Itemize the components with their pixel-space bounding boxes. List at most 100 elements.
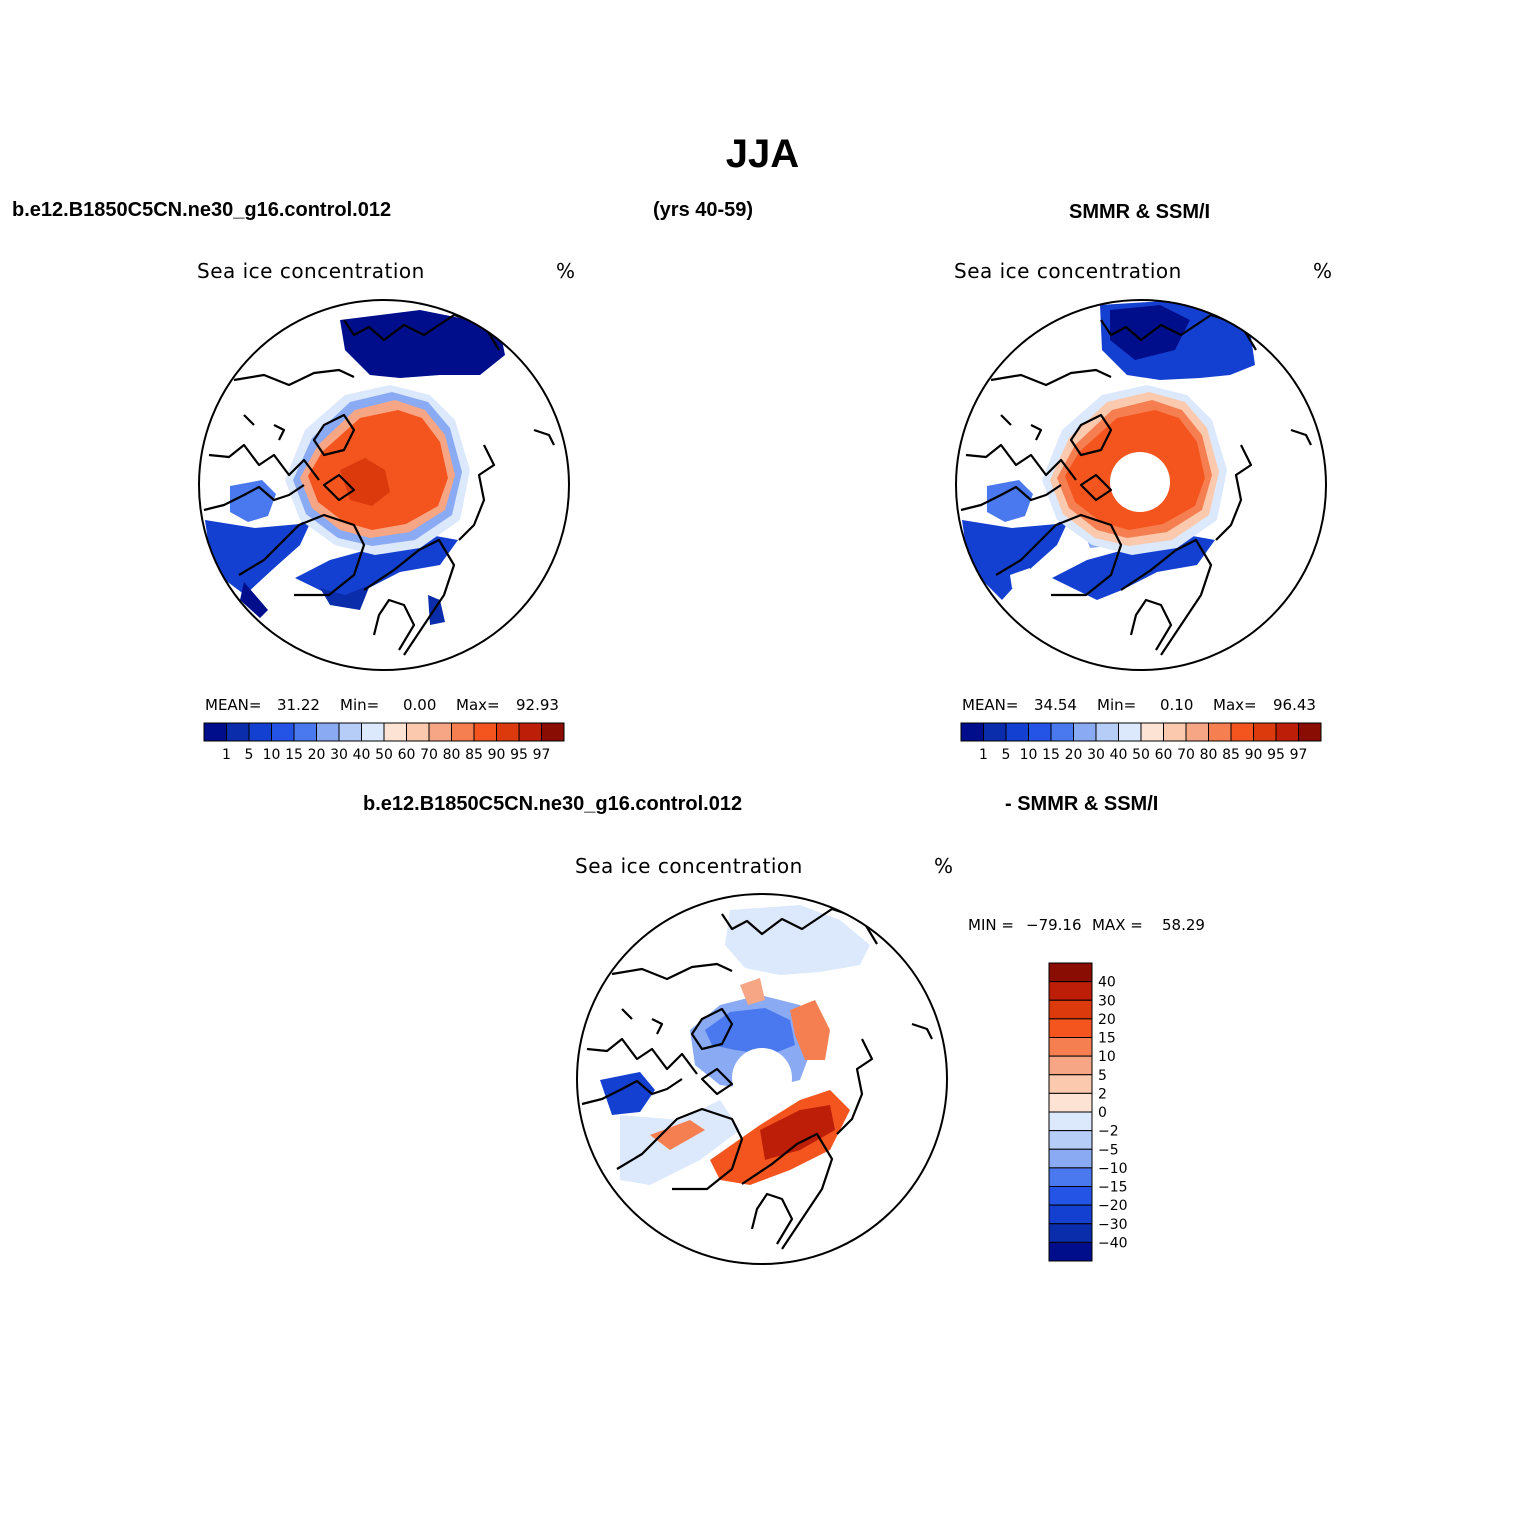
panel2-colorbar-tick-label: 80 bbox=[1200, 747, 1218, 763]
panel3-colorbar-swatch bbox=[1048, 1037, 1093, 1057]
panel2-colorbar-swatch bbox=[1185, 722, 1209, 742]
panel3-colorbar-swatch bbox=[1048, 1167, 1093, 1187]
panel1-min-value: 0.00 bbox=[403, 696, 437, 714]
panel2-colorbar-tick-label: 50 bbox=[1132, 747, 1150, 763]
panel1-colorbar-swatch bbox=[496, 722, 520, 742]
panel2-colorbar-swatch bbox=[1118, 722, 1142, 742]
panel3-colorbar-tick-label: −30 bbox=[1098, 1217, 1128, 1233]
panel1-colorbar-swatch bbox=[226, 722, 250, 742]
panel3-colorbar-tick-label: −20 bbox=[1098, 1198, 1128, 1214]
panel2-colorbar-swatch bbox=[1253, 722, 1277, 742]
panel2-colorbar: 1 5 10 15 20 30 40 50 60 70 80 85 90 95 97 bbox=[960, 722, 1322, 763]
panel2-colorbar-swatch bbox=[1050, 722, 1074, 742]
panel1-units: % bbox=[556, 259, 576, 283]
panel1-max-label: Max= bbox=[456, 696, 500, 714]
panel1-colorbar-swatch bbox=[541, 722, 565, 742]
panel1-colorbar-tick-label: 15 bbox=[285, 747, 303, 763]
panel1-colorbar-swatch bbox=[293, 722, 317, 742]
panel3-colorbar-swatch bbox=[1048, 1074, 1093, 1094]
panel2-colorbar-tick-label: 70 bbox=[1177, 747, 1195, 763]
panel1-colorbar-swatch bbox=[518, 722, 542, 742]
panel1-colorbar-tick-label: 95 bbox=[510, 747, 528, 763]
panel3-colorbar-swatch bbox=[1048, 1204, 1093, 1225]
panel3-min-label: MIN = bbox=[968, 916, 1014, 934]
panel2-colorbar-swatch bbox=[1275, 722, 1299, 742]
panel3-colorbar-tick-label: 15 bbox=[1098, 1031, 1116, 1047]
panel1-colorbar-swatch bbox=[203, 722, 227, 742]
panel3-colorbar-swatch bbox=[1048, 1241, 1093, 1262]
panel1-colorbar-tick-label: 20 bbox=[308, 747, 326, 763]
panel1-map bbox=[198, 299, 570, 671]
panel3-title: Sea ice concentration bbox=[575, 854, 803, 878]
panel3-colorbar-tick-label: 2 bbox=[1098, 1086, 1107, 1102]
panel1-colorbar-swatch bbox=[271, 722, 295, 742]
panel2-title: Sea ice concentration bbox=[954, 259, 1182, 283]
panel2-units: % bbox=[1313, 259, 1333, 283]
panel1-colorbar-swatch bbox=[428, 722, 452, 742]
panel2-colorbar-tick-label: 40 bbox=[1110, 747, 1128, 763]
obs-label: SMMR & SSM/I bbox=[1069, 201, 1211, 223]
panel3-colorbar-tick-label: 10 bbox=[1098, 1049, 1116, 1065]
panel1-min-label: Min= bbox=[340, 696, 380, 714]
panel2-colorbar-swatch bbox=[1230, 722, 1254, 742]
panel1-colorbar-tick-label: 85 bbox=[465, 747, 483, 763]
panel2-colorbar-tick-label: 90 bbox=[1245, 747, 1263, 763]
panel1-colorbar-tick-label: 5 bbox=[245, 747, 254, 763]
case-label: b.e12.B1850C5CN.ne30_g16.control.012 bbox=[12, 199, 392, 221]
panel3-colorbar-swatch bbox=[1048, 1055, 1093, 1076]
panel3-colorbar-swatch bbox=[1048, 1130, 1093, 1150]
panel2-colorbar-tick-label: 95 bbox=[1267, 747, 1285, 763]
panel1-colorbar-tick-label: 30 bbox=[330, 747, 348, 763]
panel1-colorbar-tick-label: 70 bbox=[420, 747, 438, 763]
panel2-colorbar-tick-label: 5 bbox=[1002, 747, 1011, 763]
panel3-max-label: MAX = bbox=[1092, 916, 1143, 934]
panel3-colorbar-tick-label: −2 bbox=[1098, 1124, 1119, 1140]
panel2-min-label: Min= bbox=[1097, 696, 1137, 714]
diff-case-label: b.e12.B1850C5CN.ne30_g16.control.012 bbox=[363, 793, 743, 815]
panel1-colorbar-swatch bbox=[361, 722, 385, 742]
panel3-colorbar-swatch bbox=[1048, 1018, 1093, 1038]
panel1-max-value: 92.93 bbox=[516, 696, 559, 714]
panel1-colorbar: 1 5 10 15 20 30 40 50 60 70 80 85 90 95 97 bbox=[203, 722, 565, 763]
panel2-max-label: Max= bbox=[1213, 696, 1257, 714]
panel3-colorbar-tick-label: 5 bbox=[1098, 1068, 1107, 1084]
panel3-min-value: −79.16 bbox=[1026, 916, 1082, 934]
panel3-colorbar-tick-label: −40 bbox=[1098, 1235, 1128, 1251]
panel2-colorbar-swatch bbox=[1208, 722, 1232, 742]
panel2-colorbar-tick-label: 20 bbox=[1065, 747, 1083, 763]
years-label: (yrs 40-59) bbox=[653, 199, 754, 221]
panel2-colorbar-swatch bbox=[1005, 722, 1029, 742]
panel3-colorbar-swatch bbox=[1048, 981, 1093, 1001]
panel1-colorbar-tick-label: 80 bbox=[443, 747, 461, 763]
panel1-colorbar-tick-label: 1 bbox=[222, 747, 231, 763]
panel1-colorbar-swatch bbox=[406, 722, 430, 742]
panel3-colorbar-tick-label: 40 bbox=[1098, 975, 1116, 991]
panel3-map bbox=[576, 893, 948, 1265]
panel3-colorbar-swatch bbox=[1048, 1148, 1093, 1169]
panel1-colorbar-swatch bbox=[248, 722, 272, 742]
panel1-colorbar-tick-label: 40 bbox=[353, 747, 371, 763]
panel2-max-value: 96.43 bbox=[1273, 696, 1316, 714]
panel3-colorbar-tick-label: 20 bbox=[1098, 1012, 1116, 1028]
panel2-colorbar-tick-label: 30 bbox=[1087, 747, 1105, 763]
panel3-colorbar-swatch bbox=[1048, 1186, 1093, 1206]
diff-obs-label: - SMMR & SSM/I bbox=[1005, 793, 1159, 815]
panel2-map bbox=[955, 299, 1327, 671]
panel2-colorbar-tick-label: 15 bbox=[1042, 747, 1060, 763]
panel2-mean-label: MEAN= bbox=[962, 696, 1019, 714]
panel1-mean-value: 31.22 bbox=[277, 696, 320, 714]
panel3-colorbar-swatch bbox=[1048, 1111, 1093, 1132]
panel3-colorbar-swatch bbox=[1048, 1092, 1093, 1113]
panel2-colorbar-swatch bbox=[983, 722, 1007, 742]
panel2-colorbar-swatch bbox=[1163, 722, 1187, 742]
panel3-colorbar-swatch bbox=[1048, 999, 1093, 1020]
panel3-colorbar-tick-label: −5 bbox=[1098, 1142, 1119, 1158]
panel3-colorbar-swatch bbox=[1048, 1223, 1093, 1243]
panel1-colorbar-tick-label: 50 bbox=[375, 747, 393, 763]
panel2-colorbar-tick-label: 85 bbox=[1222, 747, 1240, 763]
panel2-colorbar-tick-label: 10 bbox=[1020, 747, 1038, 763]
panel2-colorbar-swatch bbox=[1028, 722, 1052, 742]
panel3-colorbar-tick-label: −10 bbox=[1098, 1161, 1128, 1177]
